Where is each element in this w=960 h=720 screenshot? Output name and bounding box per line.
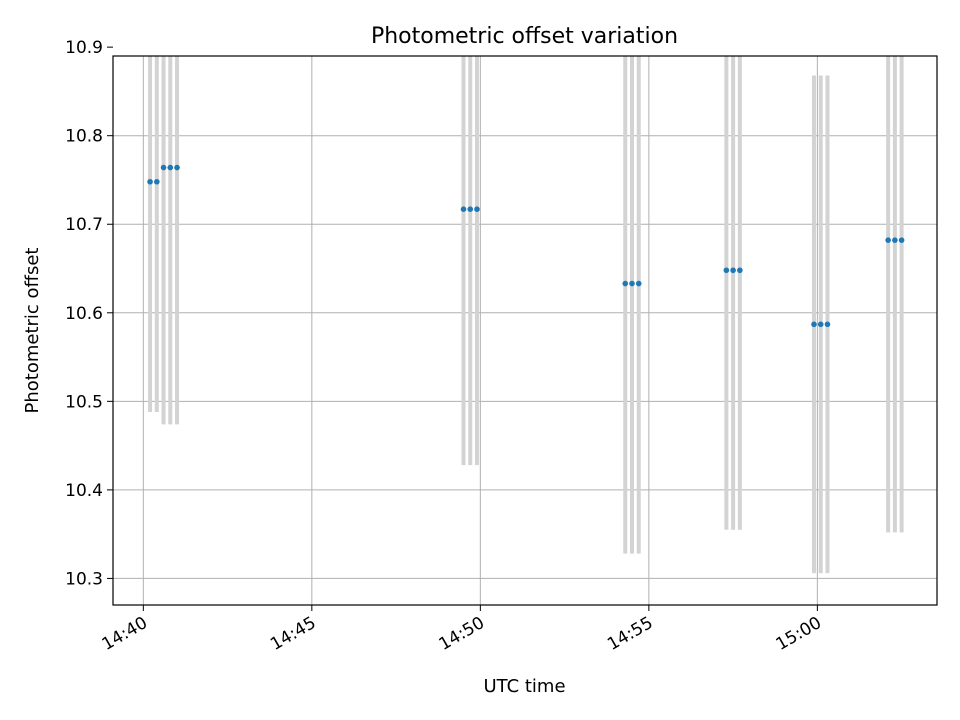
data-point bbox=[467, 206, 474, 212]
data-point bbox=[160, 164, 167, 171]
data-point bbox=[898, 237, 905, 243]
data-point bbox=[635, 280, 642, 287]
y-tick-label: 10.6 bbox=[65, 304, 103, 324]
y-tick-label: 10.3 bbox=[65, 569, 103, 589]
data-point bbox=[737, 267, 743, 274]
data-point bbox=[730, 267, 736, 274]
data-point bbox=[629, 280, 635, 287]
data-point bbox=[811, 321, 817, 328]
data-point bbox=[817, 321, 824, 328]
y-tick-label: 10.9 bbox=[65, 38, 103, 58]
grid bbox=[113, 56, 937, 605]
data-point bbox=[723, 267, 730, 274]
x-axis-label: UTC time bbox=[483, 676, 565, 697]
plot-background bbox=[113, 56, 937, 605]
y-tick-label: 10.4 bbox=[65, 481, 103, 501]
data-point bbox=[622, 280, 629, 287]
y-tick-label: 10.5 bbox=[65, 392, 103, 412]
data-point bbox=[167, 164, 174, 171]
y-tick-label: 10.7 bbox=[65, 215, 103, 235]
y-axis-ticks: 10.310.410.510.610.710.810.911.0 bbox=[65, 38, 113, 589]
data-point bbox=[147, 178, 153, 185]
data-point bbox=[174, 164, 180, 171]
data-point bbox=[460, 206, 467, 212]
chart-title: Photometric offset variation bbox=[371, 24, 678, 49]
data-point bbox=[885, 237, 891, 243]
data-points bbox=[147, 164, 905, 328]
axes-frame bbox=[112, 55, 938, 606]
data-point bbox=[154, 178, 160, 185]
y-tick-label: 10.8 bbox=[65, 127, 103, 147]
data-point bbox=[892, 237, 898, 243]
y-axis-label: Photometric offset bbox=[22, 248, 43, 414]
data-point bbox=[824, 321, 831, 328]
plot-area bbox=[112, 55, 938, 606]
data-point bbox=[474, 206, 480, 212]
